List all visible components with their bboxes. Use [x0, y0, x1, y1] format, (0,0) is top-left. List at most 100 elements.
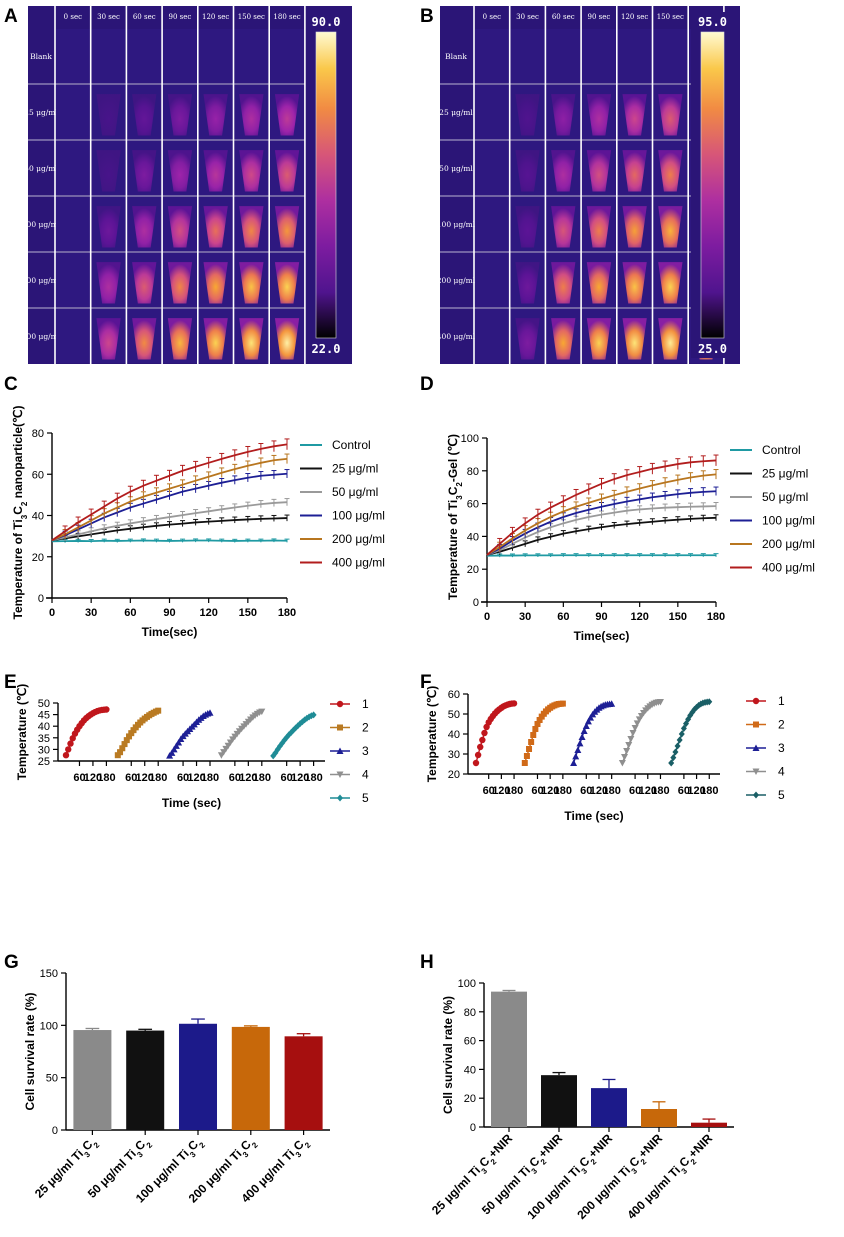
x-tick-label: 180 — [700, 785, 718, 797]
y-tick-label: 0 — [470, 1122, 476, 1134]
sample-tube-heat — [622, 206, 647, 248]
x-tick-label: 120 — [239, 772, 257, 784]
x-tick-label: 60 — [125, 772, 137, 784]
colorbar-max: 95.0 — [698, 15, 727, 29]
x-axis-title: Time(sec) — [574, 629, 630, 643]
y-tick-label: 100 — [40, 1020, 58, 1032]
y-axis-title: Temperature of Ti3C2-Gel (℃) — [446, 434, 464, 600]
x-tick-label: 180 — [651, 785, 669, 797]
sample-tube-heat — [551, 318, 576, 360]
x-tick-label: 120 — [291, 772, 309, 784]
category-label-part: +NIR — [586, 1131, 616, 1161]
x-tick-label: 120 — [492, 785, 510, 797]
data-marker — [472, 759, 480, 767]
y-tick-label: 40 — [464, 1064, 476, 1076]
bar — [641, 1109, 677, 1127]
series-line — [670, 701, 710, 764]
legend-label: 50 μg/ml — [762, 490, 808, 504]
data-marker — [752, 744, 760, 751]
y-axis-title: Cell survival rate (%) — [23, 992, 37, 1110]
concentration-label: 400 μg/ml — [22, 332, 61, 341]
sample-tube-heat — [515, 206, 540, 248]
colorbar-scale — [315, 31, 337, 339]
data-marker — [528, 739, 535, 745]
bar — [178, 1023, 218, 1130]
x-tick-label: 180 — [304, 772, 322, 784]
thermal-cell — [56, 197, 90, 251]
y-axis-title-part: Temperature of Ti — [11, 519, 25, 619]
category-label: 200 μg/ml Ti3C2+NIR — [574, 1131, 668, 1225]
legend-label: 50 μg/ml — [332, 485, 378, 499]
thermal-cell — [475, 197, 509, 251]
thermal-cell — [91, 29, 126, 83]
x-tick-label: 60 — [229, 772, 241, 784]
thermal-cell — [582, 29, 616, 83]
data-marker — [532, 726, 539, 732]
y-tick-label: 35 — [38, 733, 50, 745]
data-marker — [103, 706, 110, 713]
legend-label: 5 — [362, 791, 369, 805]
data-marker — [170, 745, 178, 753]
time-header: 60 sec — [133, 13, 156, 21]
x-tick-label: 180 — [278, 607, 296, 619]
legend-label: 25 μg/ml — [332, 462, 378, 476]
x-tick-label: 120 — [136, 772, 154, 784]
legend-label: 25 μg/ml — [762, 467, 808, 481]
sample-tube-heat — [586, 318, 612, 360]
data-marker — [656, 699, 664, 706]
sample-tube-heat — [658, 150, 683, 192]
data-marker — [753, 791, 759, 799]
legend-label: Control — [762, 443, 801, 457]
concentration-label: 50 μg/ml — [439, 164, 473, 173]
data-marker — [706, 698, 713, 706]
legend-label: 4 — [362, 768, 369, 782]
data-marker — [608, 700, 616, 707]
concentration-label: 100 μg/ml — [437, 220, 476, 229]
sample-tube-heat — [658, 206, 683, 248]
sample-tube-heat — [203, 94, 228, 136]
category-label-part: 2 — [689, 1156, 699, 1166]
legend-label: 100 μg/ml — [332, 509, 385, 523]
thermal-panel-A: 0 sec 30 sec 60 sec 90 sec 120 sec 150 sec 180… — [22, 6, 352, 364]
sample-tube-heat — [274, 318, 300, 360]
thermal-cell — [617, 29, 652, 83]
sample-tube-heat — [239, 94, 264, 136]
thermal-cell — [127, 29, 162, 83]
data-marker — [574, 746, 582, 753]
category-label-part: 2 — [639, 1156, 649, 1166]
category-label: 25 μg/ml Ti3C2+NIR — [429, 1131, 518, 1220]
x-tick-label: 60 — [678, 785, 690, 797]
sample-tube-heat — [203, 318, 228, 360]
x-tick-label: 120 — [84, 772, 102, 784]
x-tick-label: 0 — [49, 607, 55, 619]
category-label-part: 3 — [629, 1166, 639, 1176]
y-axis-title: Temperature of Ti3C2 nanoparticle(℃) — [11, 406, 29, 620]
data-marker — [337, 794, 343, 802]
x-tick-label: 60 — [124, 607, 136, 619]
data-marker — [336, 700, 344, 708]
bar — [284, 1036, 323, 1130]
bar — [126, 1030, 165, 1130]
data-marker — [580, 727, 588, 734]
x-tick-label: 90 — [595, 611, 607, 623]
y-axis-title-part: 2 — [20, 501, 29, 506]
thermal-cell — [56, 141, 90, 195]
thermal-cell — [56, 85, 90, 139]
time-header: 180 sec — [273, 13, 300, 21]
thermal-cell — [56, 29, 90, 83]
time-header: 150 sec — [238, 13, 265, 21]
category-label-part: 3 — [135, 1149, 145, 1159]
legend-label: 3 — [362, 744, 369, 758]
sample-tube-heat — [239, 206, 264, 248]
sample-tube-heat — [586, 262, 612, 304]
panel-label-G: G — [4, 952, 19, 973]
category-label-part: 50 μg/ml Ti — [85, 1147, 139, 1201]
data-marker — [752, 697, 760, 705]
x-tick-label: 60 — [177, 772, 189, 784]
y-tick-label: 60 — [448, 689, 460, 701]
bar — [73, 1030, 112, 1130]
x-tick-label: 120 — [687, 785, 705, 797]
y-axis-title-part: 2 — [455, 482, 464, 487]
